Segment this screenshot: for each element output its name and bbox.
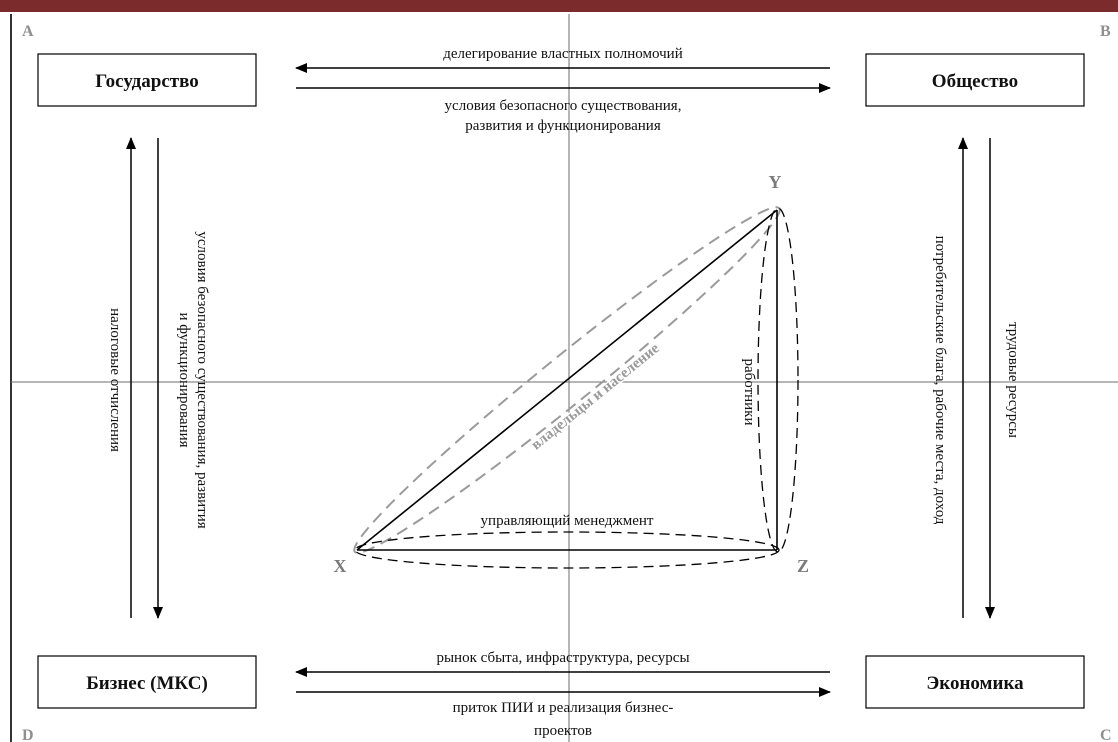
triangle-side-xy xyxy=(356,209,778,551)
node-society: Общество xyxy=(865,53,1085,107)
vertex-label-x: X xyxy=(334,556,347,576)
management-label: управляющий менеджмент xyxy=(481,513,654,529)
corner-label-b: B xyxy=(1100,23,1111,40)
node-state: Государство xyxy=(37,53,257,107)
top-right-label-line2: развития и функционирования xyxy=(465,118,661,134)
workers-label: работники xyxy=(741,358,757,425)
node-state-label: Государство xyxy=(95,71,198,92)
vertex-label-y: Y xyxy=(769,172,782,192)
node-economy: Экономика xyxy=(865,655,1085,709)
bottom-left-label: рынок сбыта, инфраструктура, ресурсы xyxy=(436,650,689,666)
right-up-label: потребительские блага, рабочие места, до… xyxy=(932,236,948,525)
management-dashed-ellipse xyxy=(354,531,780,569)
node-business: Бизнес (МКС) xyxy=(37,655,257,709)
right-down-label: трудовые ресурсы xyxy=(1005,322,1021,438)
node-business-label: Бизнес (МКС) xyxy=(86,673,208,694)
bottom-right-label-line1: приток ПИИ и реализация бизнес- xyxy=(453,700,674,716)
bottom-right-label-line2: проектов xyxy=(534,723,592,739)
owners-dashed-ellipse xyxy=(353,206,781,554)
node-economy-label: Экономика xyxy=(926,673,1024,694)
left-down-label-line2: и функционирования xyxy=(176,312,192,447)
top-bar xyxy=(0,0,1118,12)
left-up-label: налоговые отчисления xyxy=(107,308,123,452)
vertex-label-z: Z xyxy=(797,556,809,576)
stakeholder-triangle: владельцы и население работники управляю… xyxy=(334,172,810,576)
corner-label-d: D xyxy=(22,727,34,742)
top-left-label: делегирование властных полномочий xyxy=(443,46,682,62)
workers-dashed-ellipse xyxy=(757,207,799,553)
left-down-label-line1: условия безопасного существования, разви… xyxy=(194,231,210,528)
top-right-label-line1: условия безопасного существования, xyxy=(445,98,682,114)
node-society-label: Общество xyxy=(932,71,1018,92)
corner-label-c: C xyxy=(1100,727,1112,742)
corner-label-a: A xyxy=(22,23,34,40)
